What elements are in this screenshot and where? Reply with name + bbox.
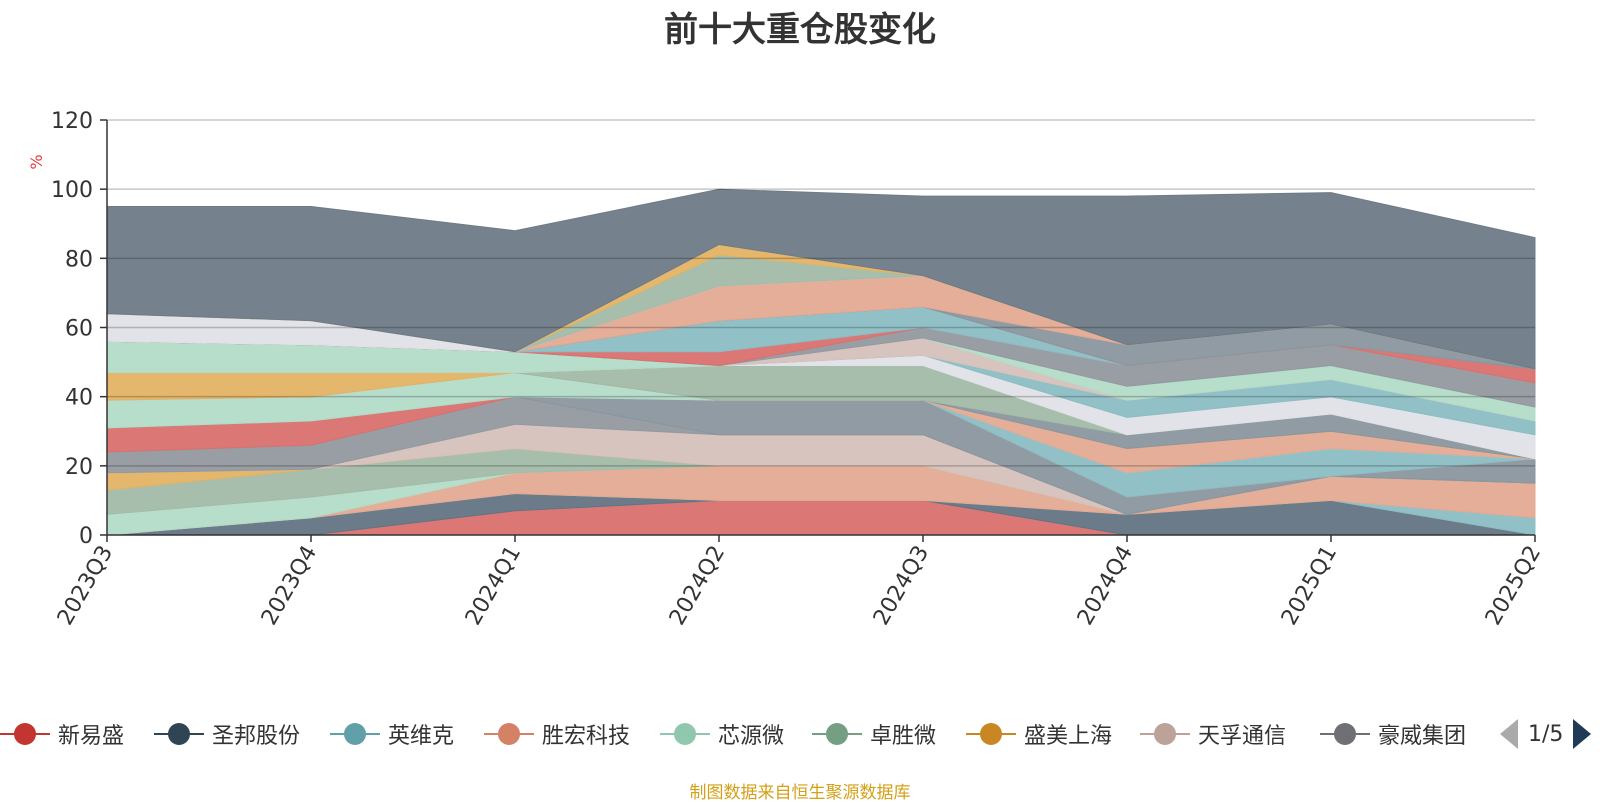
legend-label: 天孚通信: [1198, 724, 1287, 749]
legend-item[interactable]: 卓胜微: [812, 716, 936, 752]
legend-marker-icon: [1320, 716, 1370, 752]
data-source-footnote: 制图数据来自恒生聚源数据库: [689, 783, 911, 803]
x-tick-label: 2024Q1: [461, 542, 526, 630]
grid-lines: [107, 119, 1535, 467]
legend-marker-icon: [330, 716, 380, 752]
legend-marker-icon: [154, 716, 204, 752]
area-series-group: [106, 188, 1536, 536]
legend-item[interactable]: 新易盛: [0, 716, 124, 752]
y-tick-label: 0: [79, 524, 93, 549]
legend-item[interactable]: 天孚通信: [1140, 716, 1286, 752]
area-series-32: [106, 188, 1536, 370]
legend-item[interactable]: 英维克: [330, 716, 454, 752]
x-tick-label: 2025Q1: [1277, 542, 1342, 630]
legend-item[interactable]: 芯源微: [660, 716, 784, 752]
y-tick-label: 120: [51, 109, 93, 134]
legend-marker-icon: [1140, 716, 1190, 752]
x-tick-label: 2023Q4: [257, 542, 322, 630]
x-tick-label: 2023Q3: [53, 542, 118, 630]
legend-page-indicator: 1/5: [1528, 721, 1564, 747]
legend-label: 芯源微: [718, 724, 785, 749]
legend-label: 盛美上海: [1024, 724, 1113, 749]
y-axis-unit-label: %: [27, 154, 46, 169]
legend-label: 圣邦股份: [212, 724, 301, 749]
legend-label: 卓胜微: [870, 724, 937, 749]
x-tick-label: 2024Q3: [869, 542, 934, 630]
y-tick-label: 80: [65, 247, 93, 272]
legend: 新易盛 圣邦股份 英维克 胜宏科技 芯源微 卓胜微 盛美上海 天孚通信 豪威集团: [0, 716, 1600, 752]
legend-marker-icon: [812, 716, 862, 752]
x-tick-label: 2025Q2: [1481, 542, 1546, 630]
legend-item[interactable]: 圣邦股份: [154, 716, 300, 752]
legend-item[interactable]: 豪威集团: [1320, 716, 1466, 752]
legend-marker-icon: [484, 716, 534, 752]
y-tick-label: 60: [65, 317, 93, 342]
y-tick-label: 40: [65, 386, 93, 411]
x-tick-label: 2024Q4: [1073, 542, 1138, 630]
legend-label: 豪威集团: [1378, 724, 1467, 749]
chart-plot: 0 20 40 60 80 100 120 2023Q3 2023Q4 2024Q1 2024Q2 2…: [27, 109, 1546, 630]
legend-label: 英维克: [388, 724, 455, 749]
y-tick-label: 20: [65, 455, 93, 480]
legend-item[interactable]: 胜宏科技: [484, 716, 630, 752]
legend-next-page-button[interactable]: [1573, 719, 1592, 749]
legend-item[interactable]: 盛美上海: [966, 716, 1112, 752]
chart-title: 前十大重仓股变化: [664, 10, 936, 50]
legend-pager: 1/5: [1500, 716, 1592, 752]
y-tick-label: 100: [51, 178, 93, 203]
legend-prev-page-button[interactable]: [1500, 719, 1518, 749]
legend-label: 新易盛: [58, 724, 125, 749]
legend-marker-icon: [660, 716, 710, 752]
x-tick-label: 2024Q2: [665, 542, 730, 630]
legend-marker-icon: [966, 716, 1016, 752]
legend-label: 胜宏科技: [542, 724, 631, 749]
legend-marker-icon: [0, 716, 50, 752]
